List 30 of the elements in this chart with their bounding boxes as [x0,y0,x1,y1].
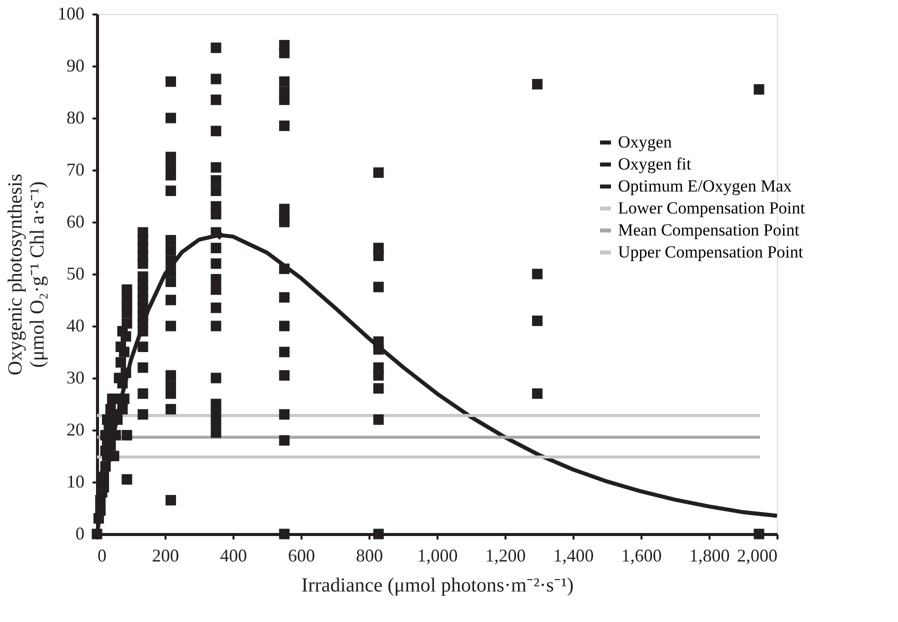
y-tick-label: 70 [66,160,84,180]
x-tick-label: 1,000 [417,546,458,566]
x-axis-title: Irradiance (μmol photons·m⁻²·s⁻¹) [301,574,574,596]
y-tick-label: 10 [66,472,84,492]
y-tick-label: 90 [66,56,84,76]
x-tick-label: 600 [288,546,315,566]
y-tick-label: 0 [76,524,84,544]
y-tick-label: 50 [66,264,84,284]
x-tick-label: 200 [152,546,179,566]
y-tick-label: 100 [58,4,84,24]
y-tick-label: 30 [66,368,84,388]
x-tick-label: 1,200 [485,546,526,566]
x-tick-label: 400 [220,546,247,566]
legend-label: Lower Compensation Point [618,198,806,218]
legend-label: Optimum E/Oxygen Max [618,176,792,196]
legend-label: Upper Compensation Point [618,242,804,262]
y-tick-label: 20 [66,420,84,440]
x-tick-label: 2,000 [737,546,778,566]
x-tick-label: 1,400 [553,546,594,566]
x-tick-label: 800 [356,546,383,566]
y-tick-label: 80 [66,108,84,128]
x-tick-label: 1,800 [689,546,730,566]
x-tick-label: 0 [98,546,106,566]
x-tick-label: 1,600 [621,546,662,566]
y-tick-label: 60 [66,212,84,232]
legend-label: Mean Compensation Point [618,220,800,240]
legend-label: Oxygen [618,132,672,152]
y-tick-label: 40 [66,316,84,336]
y-axis-title: Oxygenic photosynthesis (μmol O₂·g⁻¹ Chl a·s⁻¹) [4,173,48,376]
legend-label: Oxygen fit [618,154,692,174]
